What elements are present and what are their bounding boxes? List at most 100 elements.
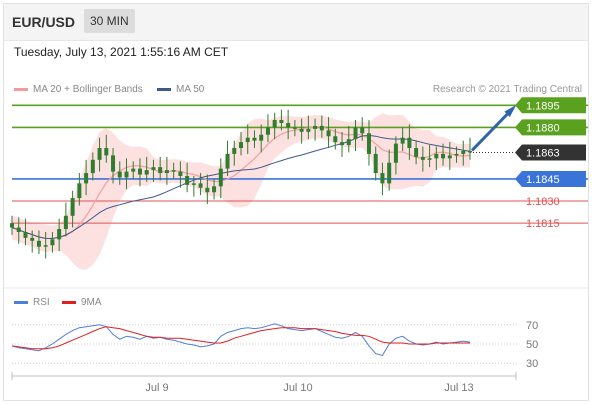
- x-tick-label: Jul 10: [283, 382, 312, 394]
- ma20-legend-label: MA 20 + Bollinger Bands: [33, 84, 143, 95]
- candle-body: [84, 173, 89, 184]
- candle-body: [373, 153, 378, 174]
- level-tag-resistance: [515, 119, 586, 136]
- candle-body: [461, 150, 466, 154]
- timeframe-button[interactable]: 30 MIN: [84, 9, 135, 33]
- level-label: 1.1863: [526, 147, 560, 159]
- candle-body: [279, 120, 284, 123]
- candle-body: [393, 143, 398, 163]
- candle-body: [333, 136, 338, 143]
- forecast-arrow-line: [470, 108, 514, 152]
- candle-body: [158, 167, 163, 174]
- legend-rsi: RSI: [14, 297, 50, 308]
- candles-group: [10, 109, 472, 259]
- research-credit: Research © 2021 Trading Central: [432, 84, 582, 95]
- header-bar: EUR/USD 30 MIN: [4, 4, 588, 41]
- candle-body: [97, 148, 102, 160]
- candle-body: [353, 127, 358, 140]
- candle-body: [454, 153, 459, 156]
- candle-body: [326, 130, 331, 137]
- candle-body: [57, 229, 62, 240]
- candle-body: [171, 170, 176, 172]
- candle-body: [124, 171, 129, 178]
- candle-body: [198, 183, 203, 188]
- candle-body: [10, 223, 14, 228]
- candle-body: [340, 142, 345, 146]
- x-tick-label: Jul 9: [145, 382, 168, 394]
- candle-body: [205, 187, 210, 193]
- ma50-swatch: [157, 88, 171, 91]
- candle-body: [441, 153, 446, 159]
- level-label: 1.1830: [526, 196, 560, 208]
- candle-body: [178, 171, 183, 177]
- candle-body: [50, 239, 55, 246]
- rsi-swatch: [14, 301, 28, 304]
- candle-body: [407, 137, 412, 149]
- candle-body: [218, 168, 223, 187]
- candle-body: [63, 215, 68, 230]
- candle-body: [43, 245, 48, 247]
- candle-body: [117, 171, 122, 178]
- level-tag-support: [515, 170, 586, 187]
- candle-body: [400, 137, 405, 144]
- level-label: 1.1895: [526, 100, 560, 112]
- candle-body: [447, 155, 452, 159]
- candle-body: [30, 237, 35, 241]
- instrument-label: EUR/USD: [12, 14, 76, 30]
- candle-body: [313, 125, 318, 129]
- candle-body: [131, 168, 136, 172]
- candle-body: [111, 155, 116, 172]
- legend-ma50: MA 50: [157, 84, 204, 95]
- forecast-arrow-head: [504, 105, 517, 118]
- legend-ma20: MA 20 + Bollinger Bands: [14, 84, 143, 95]
- candle-body: [259, 134, 264, 141]
- rsi-tick-label: 70: [526, 320, 538, 332]
- candle-body: [265, 127, 270, 135]
- candle-body: [232, 148, 237, 154]
- chart-datetime: Tuesday, July 13, 2021 1:55:16 AM CET: [14, 45, 229, 59]
- candle-body: [360, 127, 365, 134]
- candle-body: [319, 125, 324, 131]
- candle-body: [380, 173, 385, 184]
- candle-body: [434, 153, 439, 159]
- candle-body: [272, 120, 277, 128]
- rsi-tick-label: 50: [526, 339, 538, 351]
- ma9-legend-label: 9MA: [81, 297, 102, 308]
- ma9-swatch: [62, 301, 76, 304]
- candle-body: [252, 137, 257, 141]
- level-tag-current: [515, 144, 586, 161]
- candle-body: [90, 159, 95, 174]
- candle-body: [164, 170, 169, 174]
- legend-9ma: 9MA: [62, 297, 102, 308]
- candle-body: [191, 183, 196, 185]
- level-label: 1.1880: [526, 122, 560, 134]
- candle-body: [137, 168, 142, 175]
- ma50-line: [11, 134, 471, 240]
- candle-body: [414, 148, 419, 157]
- candle-body: [70, 198, 75, 216]
- candle-body: [151, 167, 156, 171]
- candle-body: [292, 127, 297, 129]
- candle-body: [366, 133, 371, 154]
- candle-body: [427, 158, 432, 160]
- candle-body: [77, 183, 82, 199]
- candle-body: [245, 137, 250, 143]
- candle-body: [299, 128, 304, 132]
- ma50-legend-label: MA 50: [176, 84, 205, 95]
- rsi-tick-label: 30: [526, 358, 538, 370]
- bollinger-band-area: [12, 113, 470, 270]
- candle-body: [468, 150, 472, 153]
- candle-body: [185, 176, 190, 185]
- candle-body: [23, 231, 28, 238]
- candle-body: [306, 128, 311, 132]
- level-tag-resistance: [515, 97, 586, 114]
- candle-body: [346, 139, 351, 146]
- candle-body: [420, 156, 425, 160]
- candle-body: [212, 186, 217, 193]
- candle-body: [225, 153, 230, 169]
- candle-body: [387, 162, 392, 184]
- candle-body: [36, 240, 41, 247]
- rsi-line: [11, 323, 471, 357]
- rsi-legend-label: RSI: [33, 297, 50, 308]
